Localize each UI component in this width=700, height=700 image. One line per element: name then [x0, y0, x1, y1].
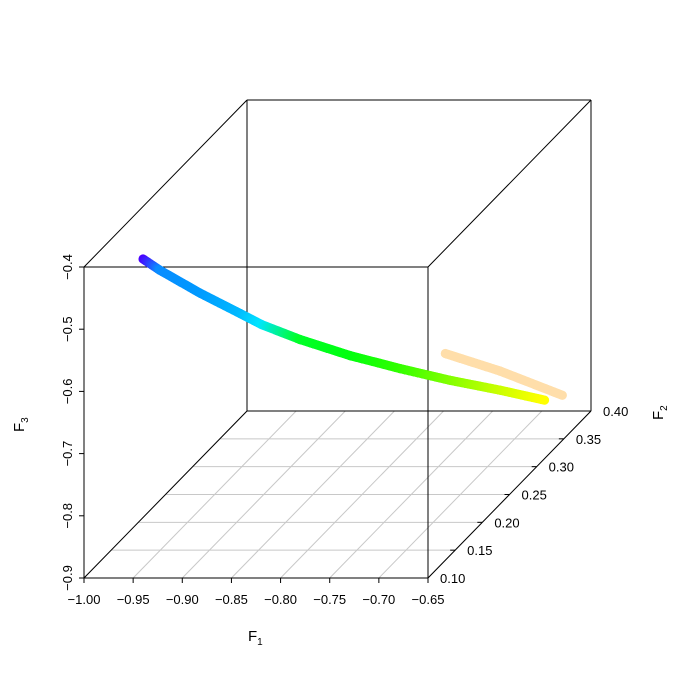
y-axis-label: F2 — [650, 405, 670, 420]
y-tick-label: 0.15 — [467, 543, 492, 558]
z-tick-label: −0.4 — [60, 254, 75, 280]
data-point — [539, 395, 550, 405]
x-tick-label: −0.70 — [362, 592, 395, 607]
floor-grid — [83, 410, 592, 579]
x-tick-label: −0.85 — [215, 592, 248, 607]
x-axis-label: F1 — [248, 628, 263, 648]
data-points — [138, 254, 567, 405]
z-tick-label: −0.9 — [60, 565, 75, 591]
y-tick-label: 0.30 — [549, 460, 574, 475]
y-tick-label: 0.40 — [603, 404, 628, 419]
x-tick-label: −0.90 — [166, 592, 199, 607]
z-tick-label: −0.7 — [60, 441, 75, 467]
y-tick-label: 0.25 — [522, 488, 547, 503]
z-tick-label: −0.5 — [60, 316, 75, 342]
box-edge — [427, 99, 592, 268]
z-axis-label: F3 — [11, 417, 31, 432]
box-frame — [83, 99, 592, 579]
x-tick-label: −0.75 — [313, 592, 346, 607]
x-tick-label: −0.65 — [412, 592, 445, 607]
axis-ticks: −1.00 −0.95 −0.90 −0.85 −0.80 −0.75 −0.70 −0.65… — [60, 254, 628, 607]
z-tick-label: −0.8 — [60, 503, 75, 529]
y-tick-label: 0.20 — [494, 515, 519, 530]
y-tick-label: 0.10 — [440, 571, 465, 586]
box-edge — [83, 410, 248, 579]
data-point — [557, 390, 567, 400]
x-tick-label: −1.00 — [68, 592, 101, 607]
x-tick-label: −0.95 — [117, 592, 150, 607]
y-tick-label: 0.35 — [576, 432, 601, 447]
x-tick-label: −0.80 — [264, 592, 297, 607]
box-edge — [83, 99, 248, 268]
z-tick-label: −0.6 — [60, 379, 75, 405]
